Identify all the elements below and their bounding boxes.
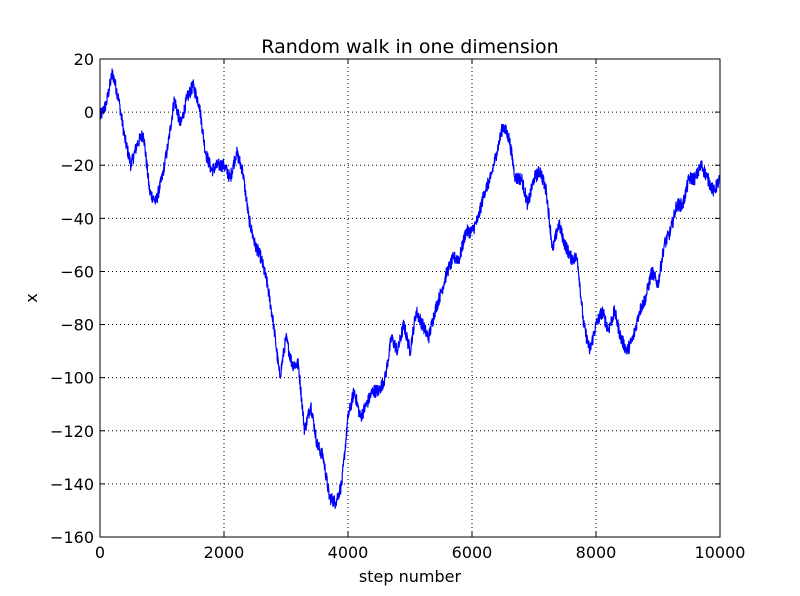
y-tick-label: 20 [74, 50, 94, 69]
y-tick-label: 0 [84, 103, 94, 122]
tick-marks [99, 58, 721, 538]
y-tick-label: −80 [60, 316, 94, 335]
y-tick-label: −60 [60, 262, 94, 281]
x-tick-labels: 0 2000 4000 6000 8000 10000 [95, 543, 746, 562]
chart-title: Random walk in one dimension [261, 36, 558, 58]
y-tick-label: −100 [50, 369, 94, 388]
series-line [99, 68, 721, 509]
x-axis-label: step number [359, 567, 462, 586]
y-tick-label: −140 [50, 475, 94, 494]
x-tick-label: 2000 [204, 543, 245, 562]
plot-frame [99, 58, 721, 538]
x-tick-label: 6000 [452, 543, 493, 562]
y-tick-label: −160 [50, 528, 94, 547]
x-tick-label: 8000 [576, 543, 617, 562]
x-tick-label: 4000 [328, 543, 369, 562]
x-tick-label: 0 [95, 543, 105, 562]
y-tick-label: −20 [60, 156, 94, 175]
y-axis-label: x [22, 293, 41, 302]
x-tick-label: 10000 [695, 543, 746, 562]
y-tick-label: −40 [60, 209, 94, 228]
series-group [99, 68, 721, 509]
y-tick-labels: 20 0 −20 −40 −60 −80 −100 −120 −140 −160 [50, 50, 94, 547]
y-tick-label: −120 [50, 422, 94, 441]
